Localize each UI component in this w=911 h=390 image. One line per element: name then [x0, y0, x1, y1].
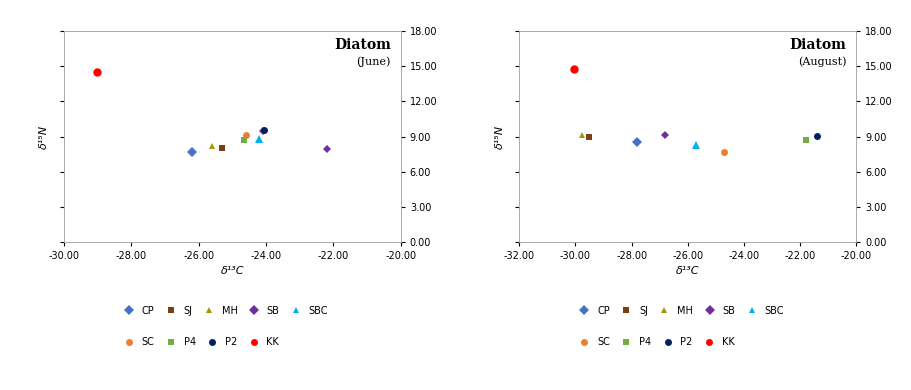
- Text: (June): (June): [356, 57, 391, 67]
- Text: Diatom: Diatom: [333, 37, 391, 51]
- X-axis label: δ¹³C: δ¹³C: [676, 266, 700, 277]
- Y-axis label: δ¹⁵N: δ¹⁵N: [495, 124, 505, 149]
- Legend: SC, P4, P2, KK: SC, P4, P2, KK: [575, 337, 734, 347]
- Y-axis label: δ¹⁵N: δ¹⁵N: [39, 124, 49, 149]
- Text: Diatom: Diatom: [789, 37, 846, 51]
- X-axis label: δ¹³C: δ¹³C: [220, 266, 244, 277]
- Legend: SC, P4, P2, KK: SC, P4, P2, KK: [119, 337, 279, 347]
- Text: (August): (August): [798, 57, 846, 67]
